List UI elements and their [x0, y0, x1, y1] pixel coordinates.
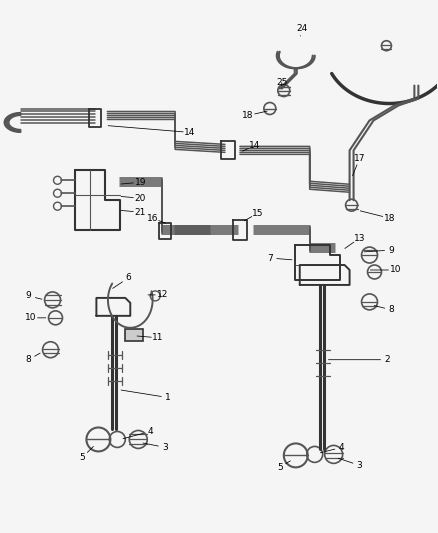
Text: 4: 4 — [339, 443, 344, 452]
Text: 8: 8 — [389, 305, 394, 314]
Text: 13: 13 — [354, 233, 365, 243]
Text: 3: 3 — [162, 443, 168, 452]
Text: 3: 3 — [357, 461, 362, 470]
Text: 15: 15 — [252, 209, 264, 217]
Text: 7: 7 — [267, 254, 273, 263]
Text: 17: 17 — [354, 154, 365, 163]
Text: 8: 8 — [26, 355, 32, 364]
Text: 18: 18 — [384, 214, 395, 223]
Text: 10: 10 — [25, 313, 36, 322]
Text: 14: 14 — [249, 141, 261, 150]
Text: 5: 5 — [80, 453, 85, 462]
Text: 18: 18 — [242, 111, 254, 120]
Text: 4: 4 — [148, 427, 153, 436]
Text: 1: 1 — [165, 393, 171, 402]
Text: 20: 20 — [134, 193, 146, 203]
FancyBboxPatch shape — [125, 329, 143, 341]
Text: 10: 10 — [390, 265, 401, 274]
Text: 12: 12 — [156, 290, 168, 300]
Text: 5: 5 — [277, 463, 283, 472]
Text: 25: 25 — [276, 78, 287, 87]
Text: 6: 6 — [125, 273, 131, 282]
Text: 16: 16 — [146, 214, 158, 223]
Text: 21: 21 — [134, 208, 146, 217]
Text: 11: 11 — [152, 333, 164, 342]
Text: 9: 9 — [26, 292, 32, 301]
Text: 9: 9 — [389, 246, 394, 255]
Text: 24: 24 — [296, 25, 307, 33]
Text: 19: 19 — [134, 178, 146, 187]
Text: 2: 2 — [385, 355, 390, 364]
Text: 14: 14 — [184, 128, 196, 137]
